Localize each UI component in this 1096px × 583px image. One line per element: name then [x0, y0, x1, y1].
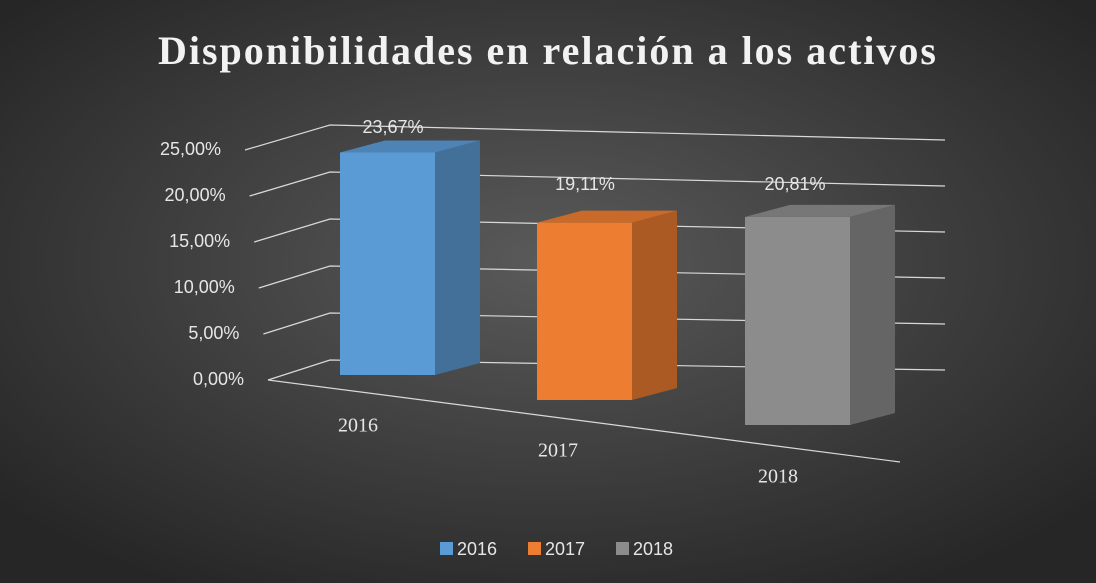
legend-swatch: [528, 542, 541, 555]
grid-line: [254, 218, 946, 243]
bar-top: [745, 204, 895, 217]
data-label: 20,81%: [764, 174, 825, 194]
grid-line: [267, 359, 946, 381]
y-tick-label: 20,00%: [165, 185, 226, 205]
grid-line: [258, 265, 946, 289]
chart-title: Disponibilidades en relación a los activ…: [158, 28, 938, 73]
bar-side: [435, 140, 480, 375]
grid-line: [249, 171, 946, 197]
grid-line: [263, 312, 946, 335]
y-tick-label: 5,00%: [188, 323, 239, 343]
y-tick-label: 25,00%: [160, 139, 221, 159]
legend-label: 2018: [633, 539, 673, 559]
data-label: 23,67%: [362, 117, 423, 137]
bar-side: [850, 204, 895, 425]
data-label: 19,11%: [555, 174, 615, 194]
bar-top: [340, 140, 480, 153]
floor-line: [267, 379, 901, 463]
x-tick-label: 2017: [538, 440, 578, 462]
bar: [745, 216, 850, 425]
legend-swatch: [440, 542, 453, 555]
legend-label: 2016: [457, 539, 497, 559]
legend-swatch: [616, 542, 629, 555]
grid-line: [244, 124, 946, 151]
bar-side: [632, 210, 677, 400]
x-tick-label: 2018: [758, 466, 798, 488]
y-tick-label: 0,00%: [193, 369, 244, 389]
bar-top: [537, 210, 677, 223]
legend-label: 2017: [545, 539, 585, 559]
x-tick-label: 2016: [338, 415, 378, 437]
bar: [340, 152, 435, 375]
y-tick-label: 10,00%: [174, 277, 235, 297]
bar: [537, 222, 632, 400]
y-tick-label: 15,00%: [169, 231, 230, 251]
